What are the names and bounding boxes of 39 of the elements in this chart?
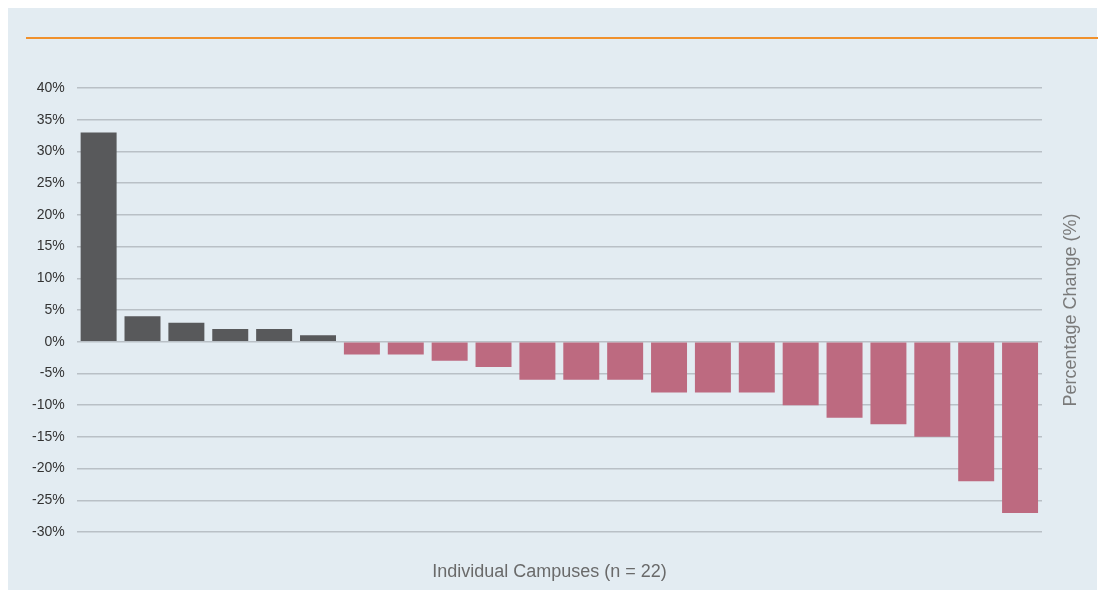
- y-axis-title: Percentage Change (%): [1059, 213, 1081, 407]
- bar: [80, 132, 117, 341]
- bar: [256, 329, 293, 341]
- bar: [651, 342, 688, 393]
- bar: [914, 342, 951, 437]
- bar: [343, 342, 380, 355]
- y-tick-label: 5%: [44, 300, 65, 317]
- y-tick-label: 35%: [36, 110, 65, 127]
- y-tick-label: -10%: [32, 396, 65, 412]
- bar: [212, 329, 249, 341]
- x-axis-title: Individual Campuses (n = 22): [431, 561, 668, 582]
- bar: [694, 342, 731, 393]
- y-tick-label: 10%: [36, 269, 65, 286]
- y-tick-label: 0%: [44, 332, 65, 349]
- bar: [607, 342, 644, 380]
- bar: [738, 342, 775, 393]
- y-tick-label: -25%: [32, 491, 65, 508]
- y-tick-label: 25%: [36, 174, 65, 190]
- bar: [782, 342, 819, 406]
- bar: [387, 342, 424, 355]
- bar: [475, 342, 512, 368]
- y-tick-label: 30%: [36, 142, 65, 159]
- bar: [563, 342, 600, 380]
- y-tick-label: -15%: [32, 427, 65, 444]
- y-tick-label: -30%: [32, 522, 65, 539]
- y-tick-label: 20%: [36, 205, 65, 222]
- y-tick-label: -20%: [32, 459, 65, 476]
- y-tick-label: -5%: [39, 364, 65, 381]
- bar: [519, 342, 556, 380]
- bar: [300, 335, 336, 341]
- y-tick-label: 15%: [36, 237, 65, 254]
- bar: [870, 342, 907, 425]
- bar: [958, 342, 995, 482]
- bar: [1002, 342, 1039, 513]
- bar: [431, 342, 468, 361]
- bar: [826, 342, 863, 418]
- bar: [124, 316, 161, 341]
- bar: [168, 322, 205, 341]
- y-tick-label: 40%: [36, 78, 65, 95]
